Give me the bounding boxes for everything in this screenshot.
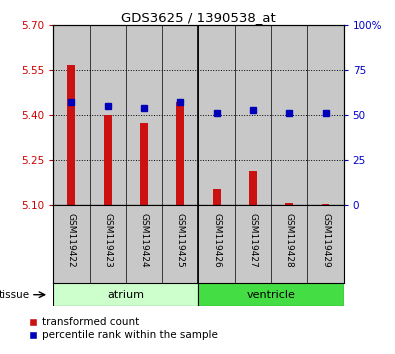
Bar — [322, 204, 329, 205]
Bar — [235, 25, 271, 205]
Bar — [53, 283, 199, 306]
Text: GSM119426: GSM119426 — [212, 213, 221, 268]
Text: ventricle: ventricle — [246, 290, 295, 300]
Title: GDS3625 / 1390538_at: GDS3625 / 1390538_at — [121, 11, 276, 24]
Bar — [285, 203, 293, 205]
Bar — [140, 122, 148, 205]
Bar — [162, 25, 199, 205]
Bar — [68, 65, 75, 205]
Text: atrium: atrium — [107, 290, 145, 300]
Bar — [176, 102, 184, 205]
Text: GSM119423: GSM119423 — [103, 213, 112, 268]
Bar — [126, 25, 162, 205]
Legend: transformed count, percentile rank within the sample: transformed count, percentile rank withi… — [25, 313, 222, 345]
Text: GSM119428: GSM119428 — [285, 213, 294, 268]
Text: GSM119429: GSM119429 — [321, 213, 330, 268]
Bar — [249, 171, 257, 205]
Text: GSM119427: GSM119427 — [248, 213, 258, 268]
Text: GSM119422: GSM119422 — [67, 213, 76, 268]
Bar — [213, 189, 221, 205]
Bar — [90, 25, 126, 205]
Bar — [199, 25, 235, 205]
Bar — [271, 25, 307, 205]
Bar — [199, 283, 344, 306]
Bar — [104, 115, 112, 205]
Text: GSM119425: GSM119425 — [176, 213, 185, 268]
Bar — [307, 25, 344, 205]
Bar — [53, 25, 90, 205]
Text: tissue: tissue — [0, 290, 29, 300]
Text: GSM119424: GSM119424 — [139, 213, 149, 268]
